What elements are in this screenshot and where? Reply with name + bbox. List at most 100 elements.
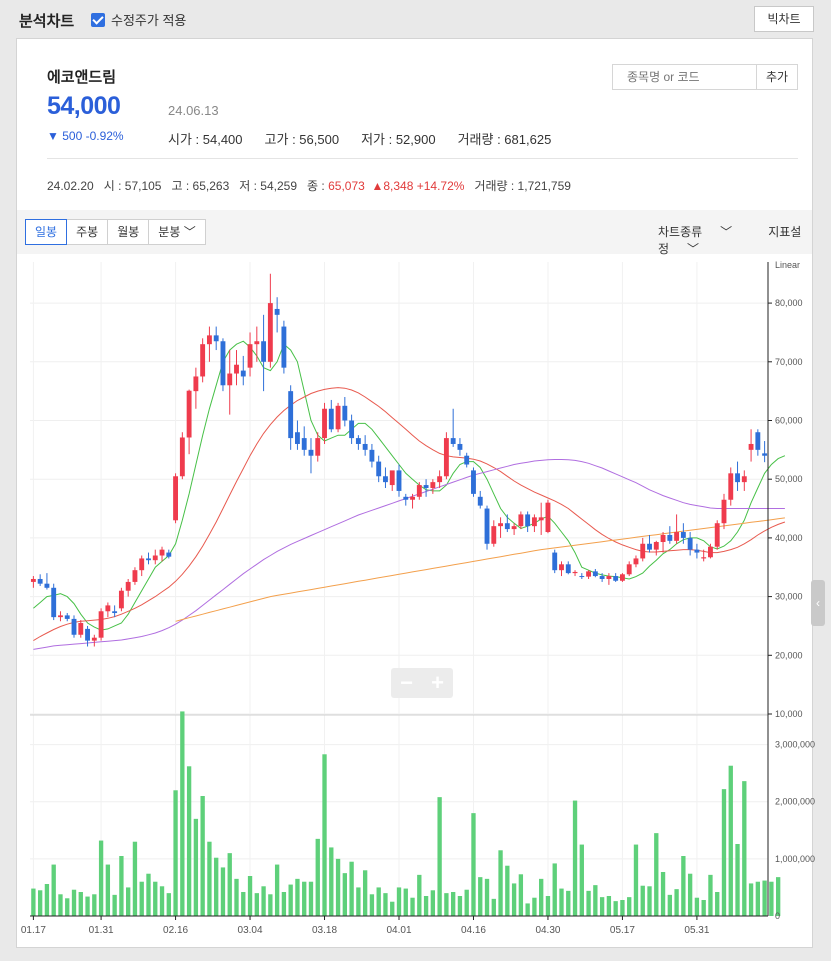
indicator-menu[interactable]: 지표설정 ﹀ — [658, 225, 801, 256]
candle-body — [166, 552, 172, 557]
candle-body — [315, 438, 321, 456]
volume-bar — [247, 876, 253, 916]
add-stock-button[interactable]: 추가 — [757, 64, 798, 90]
candle-body — [667, 534, 673, 541]
x-tick-label: 03.18 — [312, 925, 337, 936]
zoom-out-button[interactable]: − — [400, 670, 413, 695]
volume-bar — [342, 873, 348, 916]
candle-body — [349, 420, 355, 439]
volume-bar — [674, 889, 679, 916]
candle-body — [118, 590, 124, 609]
volume-bar — [627, 897, 632, 916]
volume-bar — [193, 818, 199, 916]
candle-body — [383, 476, 388, 483]
hover-high: 고 : 65,263 — [171, 179, 230, 193]
candle-body — [443, 438, 449, 477]
volume-bar — [173, 790, 178, 916]
volume-bar — [491, 898, 496, 916]
candle-body — [728, 473, 734, 500]
x-tick-label: 01.17 — [21, 925, 46, 936]
candle-body — [64, 615, 70, 619]
candle-body — [227, 373, 233, 386]
x-tick-label: 01.31 — [89, 925, 114, 936]
candle-body — [748, 443, 754, 450]
volume-bar — [227, 853, 232, 916]
volume-bar — [484, 878, 490, 916]
scale-label: Linear — [775, 260, 800, 270]
candle-body — [335, 405, 341, 430]
volume-bar — [281, 892, 287, 916]
volume-bar — [396, 887, 402, 916]
trade-volume: 거래량 : 681,625 — [457, 132, 552, 147]
volume-bar — [126, 887, 131, 916]
tab-minute[interactable]: 분봉 ﹀ — [148, 219, 206, 245]
volume-bar — [241, 892, 246, 916]
current-price: 54,000 — [47, 92, 121, 120]
volume-bar — [701, 900, 706, 916]
candle-body — [295, 432, 300, 444]
volume-bar — [498, 850, 503, 916]
candle-body — [322, 408, 327, 439]
candle-body — [592, 571, 598, 577]
volume-bar — [478, 877, 483, 916]
volume-bar — [511, 883, 517, 916]
tab-monthly[interactable]: 월봉 — [107, 219, 150, 245]
candle-body — [261, 341, 267, 362]
chart-type-label: 차트종류 — [658, 225, 703, 239]
candle-body — [660, 534, 666, 543]
candle-body — [125, 581, 131, 591]
volume-bar — [153, 881, 158, 916]
volume-bar — [180, 711, 185, 916]
volume-bar — [288, 884, 293, 916]
chevron-down-icon: ﹀ — [720, 225, 733, 239]
candle-body — [491, 526, 497, 544]
volume-bar — [599, 897, 605, 916]
candle-body — [369, 449, 375, 462]
candle-body — [626, 564, 632, 575]
volume-bar — [593, 885, 598, 916]
hover-open: 시 : 57,105 — [103, 179, 162, 193]
candle-body — [545, 502, 551, 533]
volume-bar — [200, 796, 205, 916]
volume-bar — [572, 800, 578, 916]
volume-tick-label: 2,000,000 — [775, 797, 815, 807]
candle-body — [173, 476, 179, 521]
chart-axes: Linear 80,000 70,000 60,000 50,000 40,000 30,0… — [21, 260, 815, 936]
price-tick-label: 60,000 — [775, 415, 803, 425]
volume-bar — [132, 841, 138, 916]
hover-close-label: 종 : — [307, 179, 325, 193]
volume-bar — [586, 890, 591, 916]
volume-bar — [51, 864, 56, 916]
volume-bar — [58, 894, 63, 916]
candle-body — [355, 438, 361, 444]
hover-close: 65,073 — [328, 179, 365, 193]
candle-body — [37, 578, 43, 584]
candle-body — [606, 576, 612, 579]
candle-body — [741, 476, 747, 483]
tab-daily[interactable]: 일봉 — [25, 219, 68, 245]
candle-body — [396, 470, 402, 491]
volume-bar — [687, 873, 693, 916]
volume-bar — [748, 883, 754, 916]
volume-bar — [579, 844, 584, 916]
volume-bar — [369, 894, 375, 916]
volume-bar — [254, 893, 259, 916]
volume-bar — [518, 874, 524, 916]
checkbox-checked-icon[interactable] — [91, 12, 105, 27]
bigchart-button[interactable]: 빅차트 — [754, 6, 814, 32]
side-panel-handle[interactable]: ‹ — [811, 580, 825, 626]
adjusted-price-toggle[interactable]: 수정주가 적용 — [91, 10, 186, 29]
candle-body — [105, 605, 111, 612]
candle-body — [206, 335, 212, 345]
stock-search-input[interactable] — [612, 64, 757, 90]
candle-body — [531, 517, 537, 527]
hover-date: 24.02.20 — [47, 179, 94, 193]
candle-body — [78, 623, 84, 635]
zoom-in-button[interactable]: + — [431, 670, 444, 695]
chart-type-menu[interactable]: 차트종류 ﹀ — [658, 225, 750, 239]
candle-body — [91, 637, 97, 641]
volume-bar — [775, 877, 781, 916]
volume-bar — [315, 838, 320, 916]
candle-body — [762, 453, 768, 456]
